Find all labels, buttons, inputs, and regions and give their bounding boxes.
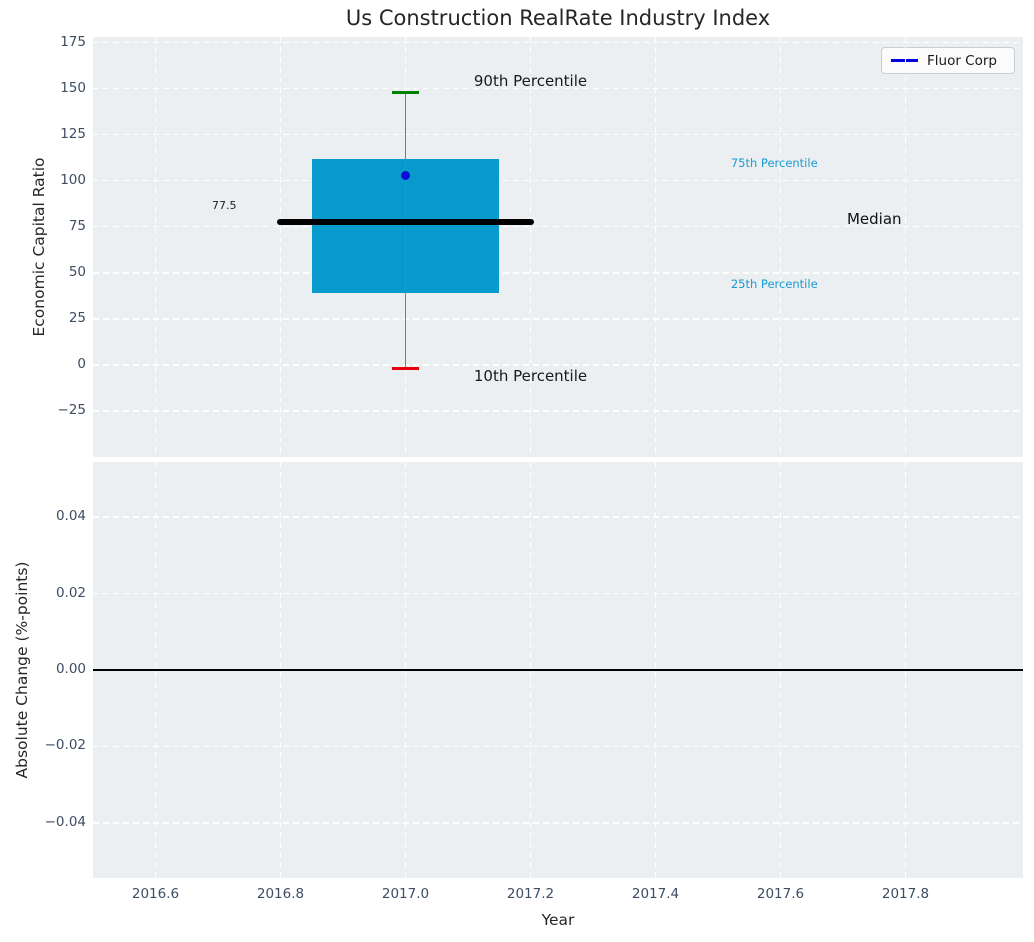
x-tick-label: 2017.0 <box>381 886 430 902</box>
x-tick-label: 2017.2 <box>506 886 555 902</box>
x-gridline <box>154 37 157 457</box>
x-gridline <box>779 37 782 457</box>
x-tick-label: 2017.4 <box>631 886 680 902</box>
x-tick-label: 2016.8 <box>256 886 305 902</box>
y-gridline <box>93 745 1023 748</box>
y-gridline <box>93 133 1023 136</box>
x-tick-label: 2016.6 <box>131 886 180 902</box>
y-tick-label: −0.02 <box>44 737 86 754</box>
x-gridline <box>654 37 657 457</box>
y-tick-label: 100 <box>60 171 86 188</box>
y-tick-label: 125 <box>60 125 86 142</box>
median-line <box>277 219 534 226</box>
annotation: 75th Percentile <box>730 155 818 170</box>
zero-line <box>93 669 1023 671</box>
top-plot-area <box>93 37 1023 457</box>
x-axis-label: Year <box>541 911 575 929</box>
y-gridline <box>93 87 1023 90</box>
annotation: 25th Percentile <box>730 277 818 292</box>
y-tick-label: −0.04 <box>44 813 86 830</box>
x-tick-label: 2017.8 <box>881 886 930 902</box>
company-point <box>401 170 410 180</box>
x-gridline <box>529 37 532 457</box>
y-tick-label: 150 <box>60 79 86 96</box>
chart-title: Us Construction RealRate Industry Index <box>345 6 771 30</box>
y-tick-label: 0 <box>77 355 86 372</box>
whisker-line <box>404 92 407 369</box>
y-gridline <box>93 41 1023 44</box>
y-gridline <box>93 272 1023 274</box>
y-gridline <box>93 410 1023 412</box>
annotation: 90th Percentile <box>473 72 588 91</box>
y-gridline <box>93 225 1023 228</box>
y-tick-label: 175 <box>60 33 86 50</box>
legend-label: Fluor Corp <box>927 52 997 69</box>
x-tick-label: 2017.6 <box>756 886 805 902</box>
x-gridline <box>904 37 907 457</box>
y-gridline <box>93 179 1023 182</box>
y-tick-label: −25 <box>57 401 87 418</box>
y-gridline <box>93 516 1023 518</box>
annotation: 77.5 <box>212 198 237 212</box>
annotation: 10th Percentile <box>473 366 588 385</box>
legend-line-sample <box>891 59 918 62</box>
y-tick-label: 25 <box>68 309 86 326</box>
y-gridline <box>93 364 1023 366</box>
y-tick-label: 50 <box>68 263 86 280</box>
whisker-cap-bottom <box>392 367 419 371</box>
whisker-cap-top <box>392 90 419 94</box>
x-gridline <box>279 37 282 457</box>
y-gridline <box>93 822 1023 824</box>
y-tick-label: 75 <box>68 217 86 234</box>
y-gridline <box>93 592 1023 595</box>
y-tick-label: 0.00 <box>55 661 86 677</box>
y-tick-label: 0.02 <box>55 584 86 601</box>
legend: Fluor Corp <box>881 47 1015 74</box>
y-gridline <box>93 318 1023 320</box>
annotation: Median <box>846 210 902 229</box>
y-tick-label: 0.04 <box>55 508 86 525</box>
